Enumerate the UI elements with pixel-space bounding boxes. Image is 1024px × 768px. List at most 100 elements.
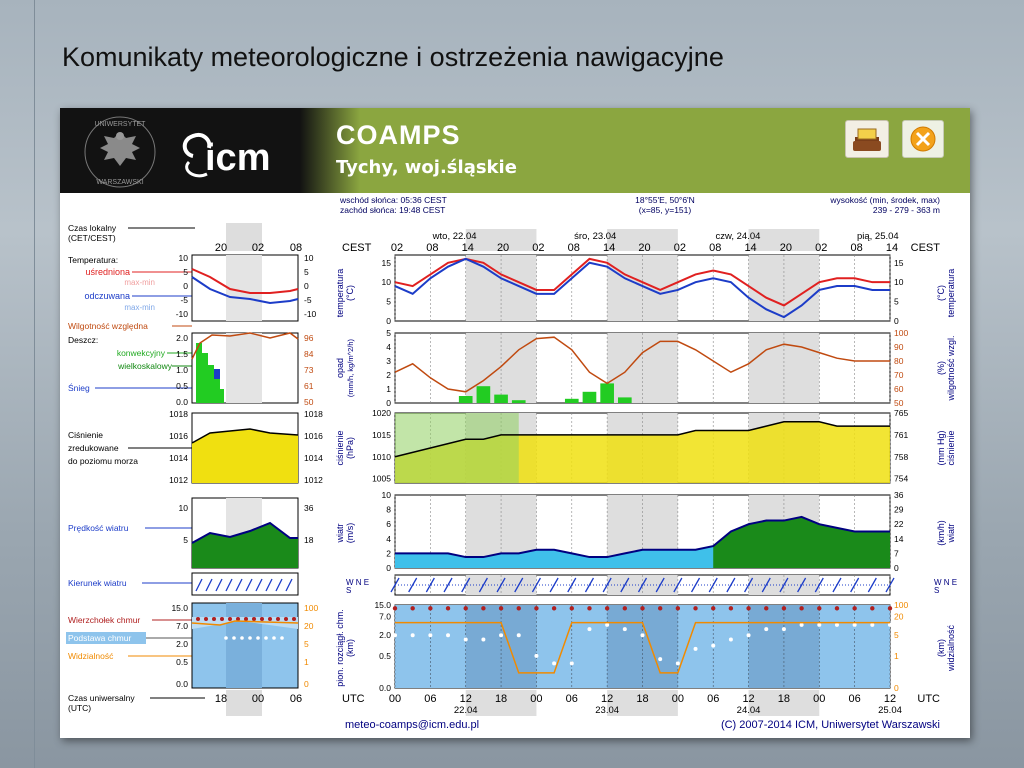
pressure-tick-left: 1015 [372, 430, 391, 440]
precip-tick: 4 [386, 342, 391, 352]
svg-text:5: 5 [304, 639, 309, 649]
utc-label-left: UTC [342, 693, 365, 705]
wind-direction-arrow [602, 577, 612, 593]
svg-text:-5: -5 [180, 295, 188, 305]
svg-text:(mm Hg): (mm Hg) [936, 431, 946, 466]
humidity-tick: 80 [894, 356, 904, 366]
wind-tick-left: 8 [386, 505, 391, 515]
university-crest-icon: UNIWERSYTET WARSZAWSKI [84, 116, 156, 188]
bottom-hour-label: 18 [778, 693, 790, 705]
top-hour-label: 08 [568, 242, 580, 254]
svg-text:(°C): (°C) [345, 285, 355, 301]
svg-text:max-min: max-min [124, 303, 155, 312]
svg-text:(km/h): (km/h) [936, 520, 946, 546]
top-hour-label: 14 [603, 242, 615, 254]
cloud-top-dot [764, 606, 769, 611]
svg-text:2.0: 2.0 [176, 639, 188, 649]
precip-tick: 3 [386, 356, 391, 366]
bottom-hour-label: 00 [389, 693, 401, 705]
precip-bar [564, 398, 579, 403]
top-hour-label: 08 [851, 242, 863, 254]
top-hour-label: 14 [744, 242, 756, 254]
svg-text:0.5: 0.5 [176, 657, 188, 667]
top-hour-label: 14 [886, 242, 898, 254]
cloud-tick: 7.0 [379, 611, 391, 621]
wind-direction-arrow [408, 577, 418, 593]
close-button[interactable] [902, 120, 944, 158]
cloud-top-dot [534, 606, 539, 611]
cloud-base-dot [817, 622, 822, 627]
svg-text:Deszcz:: Deszcz: [68, 335, 98, 345]
svg-text:Podstawa chmur: Podstawa chmur [68, 633, 131, 643]
location-name: Tychy, woj.śląskie [336, 157, 517, 178]
svg-text:Ciśnienie: Ciśnienie [68, 430, 103, 440]
bottom-hour-label: 12 [601, 693, 613, 705]
visibility-tick: 5 [894, 630, 899, 640]
cloud-top-dot [799, 606, 804, 611]
cloud-base-dot [675, 661, 680, 666]
time-footer-band [607, 690, 678, 716]
time-header-band [607, 229, 678, 251]
humidity-tick: 50 [894, 398, 904, 408]
bottom-date-label: 22.04 [454, 705, 478, 716]
cloud-top-dot [445, 606, 451, 611]
print-icon [853, 128, 881, 151]
visibility-tick: 1 [894, 651, 899, 661]
bottom-hour-label: 06 [566, 693, 578, 705]
bottom-date-label: 23.04 [595, 705, 619, 716]
svg-text:0: 0 [304, 679, 309, 689]
svg-text:5: 5 [304, 267, 309, 277]
pressure-tick-left: 1005 [372, 474, 391, 484]
cloud-tick: 0.5 [379, 651, 391, 661]
top-hour-label: 14 [462, 242, 474, 254]
svg-text:(UTC): (UTC) [68, 703, 91, 713]
temp-tick-right: 0 [894, 316, 899, 326]
cloud-top-dot [711, 606, 716, 611]
svg-text:1012: 1012 [169, 475, 188, 485]
cloud-top-dot [481, 606, 486, 611]
cloud-top-dot [392, 606, 398, 611]
header-banner: UNIWERSYTET WARSZAWSKI icm COAMPS Tychy,… [60, 108, 970, 193]
print-button[interactable] [845, 120, 889, 158]
wind-direction-arrow [779, 577, 789, 593]
precip-bar [582, 391, 597, 403]
svg-text:(m/s): (m/s) [345, 523, 355, 544]
svg-text:96: 96 [304, 333, 314, 343]
wind-direction-arrow [885, 577, 895, 593]
svg-text:-5: -5 [304, 295, 312, 305]
svg-text:1016: 1016 [304, 431, 323, 441]
pressure-line [394, 421, 890, 458]
wind-tick-left: 2 [386, 548, 391, 558]
svg-text:36: 36 [304, 503, 314, 513]
temp-tick-left: 0 [386, 316, 391, 326]
cloud-base-dot [393, 633, 397, 638]
time-footer-band [748, 690, 820, 716]
temp-tick-right: 5 [894, 297, 899, 307]
wind-direction-arrow [814, 577, 824, 593]
wind-direction-arrow [443, 577, 453, 593]
wind-tick-left: 0 [386, 563, 391, 573]
svg-text:Temperatura:: Temperatura: [68, 255, 118, 265]
height-label: wysokość (min, środek, max) [829, 195, 940, 205]
cest-label-left: CEST [342, 242, 372, 254]
wind-direction-arrow [496, 577, 506, 593]
svg-text:7.0: 7.0 [176, 621, 188, 631]
top-hour-label: 02 [815, 242, 827, 254]
temperature-avg-line [394, 257, 890, 307]
pressure-tick-right: 765 [894, 408, 908, 418]
svg-text:temperatura: temperatura [946, 269, 956, 318]
svg-text:zredukowane: zredukowane [68, 443, 119, 453]
bottom-hour-label: 06 [424, 693, 436, 705]
svg-text:widzialność: widzialność [946, 624, 956, 672]
temp-tick-left: 5 [386, 297, 391, 307]
svg-text:1016: 1016 [169, 431, 188, 441]
cloud-base-dot [446, 633, 451, 638]
svg-text:ciśnienie: ciśnienie [335, 430, 345, 465]
visibility-tick: 0 [894, 683, 899, 693]
svg-text:WARSZAWSKI: WARSZAWSKI [96, 179, 143, 186]
bottom-hour-label: 18 [495, 693, 507, 705]
svg-text:temperatura: temperatura [335, 269, 345, 318]
svg-text:18: 18 [215, 693, 227, 705]
top-hour-label: 08 [426, 242, 438, 254]
cloud-base-dot [410, 633, 415, 638]
